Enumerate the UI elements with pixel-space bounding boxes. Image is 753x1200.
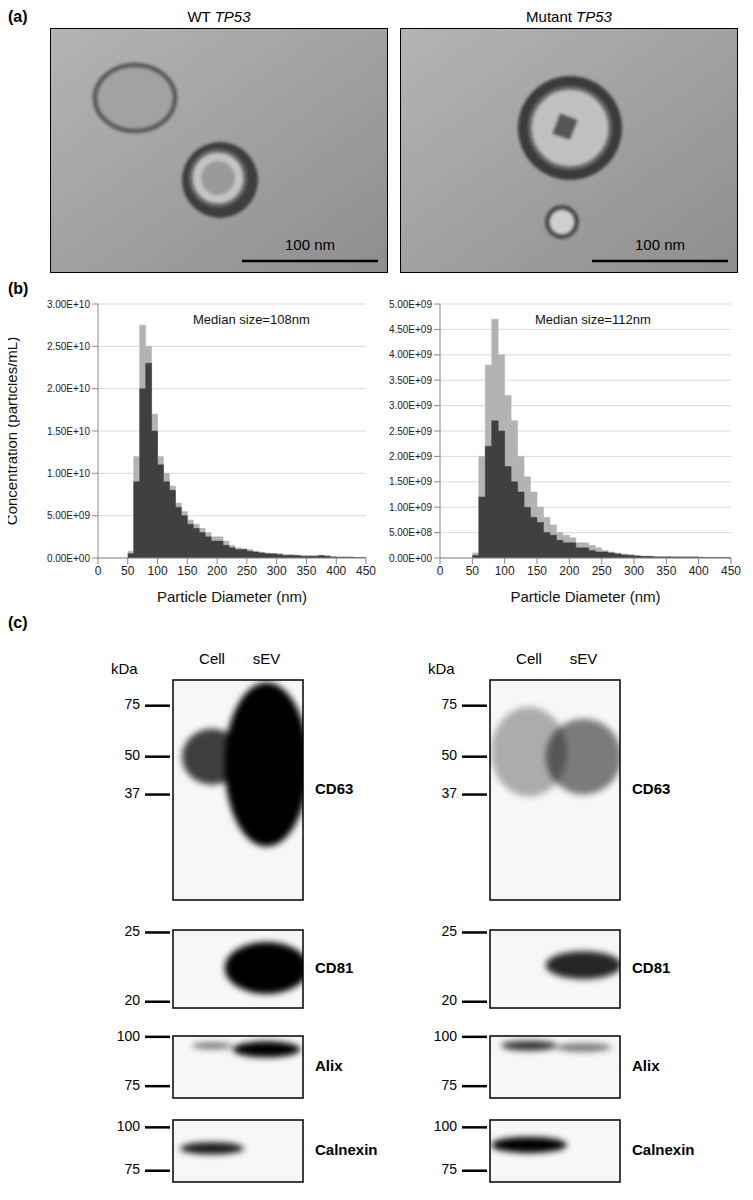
svg-text:sEV: sEV [570, 650, 598, 667]
svg-text:200: 200 [207, 564, 227, 578]
svg-text:Concentration (particles/mL): Concentration (particles/mL) [8, 337, 20, 525]
svg-text:400: 400 [326, 564, 346, 578]
svg-text:50: 50 [441, 747, 457, 763]
svg-text:2.00E+09: 2.00E+09 [389, 451, 433, 462]
svg-text:2.50E+10: 2.50E+10 [47, 341, 91, 352]
svg-text:100: 100 [117, 1028, 141, 1044]
svg-text:1.50E+10: 1.50E+10 [47, 426, 91, 437]
svg-text:CD81: CD81 [632, 959, 670, 976]
svg-text:75: 75 [124, 1161, 140, 1177]
html-text:Median size=112nm: Median size=112nm [535, 312, 651, 327]
svg-text:CD63: CD63 [632, 780, 670, 797]
html-text:Median size=108nm: Median size=108nm [193, 312, 310, 327]
svg-text:100: 100 [148, 564, 168, 578]
svg-text:37: 37 [124, 785, 140, 801]
svg-text:0.00E+00: 0.00E+00 [389, 553, 433, 564]
svg-text:5.00E+09: 5.00E+09 [47, 510, 91, 521]
svg-text:50: 50 [121, 564, 135, 578]
svg-text:350: 350 [656, 564, 676, 578]
svg-text:25: 25 [124, 923, 140, 939]
svg-text:(c): (c) [8, 614, 28, 631]
svg-text:350: 350 [296, 564, 316, 578]
svg-text:150: 150 [177, 564, 197, 578]
svg-text:Particle Diameter (nm): Particle Diameter (nm) [510, 588, 660, 605]
svg-text:250: 250 [237, 564, 257, 578]
svg-text:Calnexin: Calnexin [632, 1141, 695, 1158]
svg-text:4.00E+09: 4.00E+09 [389, 349, 433, 360]
svg-text:20: 20 [441, 992, 457, 1008]
svg-text:2.50E+09: 2.50E+09 [389, 426, 433, 437]
svg-text:Alix: Alix [315, 1057, 343, 1074]
svg-text:37: 37 [441, 785, 457, 801]
svg-text:100 nm: 100 nm [285, 236, 335, 253]
svg-text:Cell: Cell [199, 650, 225, 667]
svg-text:1.50E+09: 1.50E+09 [389, 476, 433, 487]
svg-text:250: 250 [592, 564, 612, 578]
svg-text:1.00E+09: 1.00E+09 [389, 502, 433, 513]
svg-text:75: 75 [441, 1077, 457, 1093]
svg-text:75: 75 [441, 1161, 457, 1177]
svg-text:0: 0 [95, 564, 102, 578]
svg-text:kDa: kDa [111, 660, 138, 677]
svg-text:CD63: CD63 [315, 780, 353, 797]
svg-text:5.00E+08: 5.00E+08 [389, 527, 433, 538]
svg-text:25: 25 [441, 923, 457, 939]
svg-text:Calnexin: Calnexin [315, 1141, 378, 1158]
svg-text:2.00E+10: 2.00E+10 [47, 383, 91, 394]
html-text:(a): (a) [8, 8, 28, 25]
svg-text:CD81: CD81 [315, 959, 353, 976]
svg-text:75: 75 [124, 696, 140, 712]
svg-text:Cell: Cell [516, 650, 542, 667]
svg-text:0.00E+00: 0.00E+00 [47, 553, 91, 564]
svg-text:100: 100 [434, 1028, 458, 1044]
svg-text:50: 50 [124, 747, 140, 763]
svg-text:100: 100 [434, 1118, 458, 1134]
svg-text:Alix: Alix [632, 1057, 660, 1074]
svg-text:3.00E+09: 3.00E+09 [389, 400, 433, 411]
svg-text:0: 0 [437, 564, 444, 578]
svg-text:Particle Diameter (nm): Particle Diameter (nm) [157, 588, 307, 605]
svg-text:100 nm: 100 nm [635, 236, 685, 253]
svg-text:75: 75 [124, 1077, 140, 1093]
svg-text:20: 20 [124, 992, 140, 1008]
html-text:WT TP53: WT TP53 [187, 8, 251, 25]
svg-text:50: 50 [466, 564, 480, 578]
svg-text:sEV: sEV [253, 650, 281, 667]
svg-text:kDa: kDa [428, 660, 455, 677]
svg-text:100: 100 [495, 564, 515, 578]
svg-text:300: 300 [267, 564, 287, 578]
svg-text:1.00E+10: 1.00E+10 [47, 468, 91, 479]
svg-text:400: 400 [689, 564, 709, 578]
svg-text:3.50E+09: 3.50E+09 [389, 375, 433, 386]
svg-text:300: 300 [624, 564, 644, 578]
svg-text:450: 450 [356, 564, 376, 578]
html-text:(b): (b) [8, 280, 29, 297]
html-text:Mutant TP53: Mutant TP53 [526, 8, 612, 25]
svg-text:450: 450 [721, 564, 741, 578]
svg-text:4.50E+09: 4.50E+09 [389, 324, 433, 335]
svg-text:200: 200 [559, 564, 579, 578]
svg-text:75: 75 [441, 696, 457, 712]
svg-text:5.00E+09: 5.00E+09 [389, 299, 433, 310]
svg-text:150: 150 [527, 564, 547, 578]
svg-text:100: 100 [117, 1118, 141, 1134]
svg-text:3.00E+10: 3.00E+10 [47, 299, 91, 310]
